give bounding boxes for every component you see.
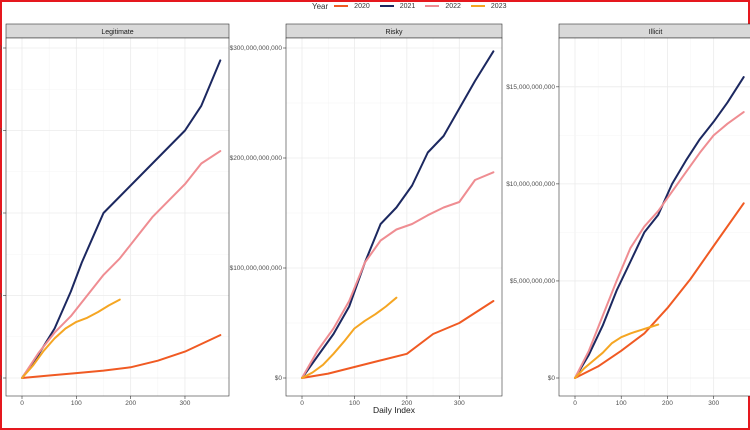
plot-area-illicit xyxy=(559,38,750,396)
y-tick-label: $100,000,000,000 xyxy=(0,293,2,300)
legend-item-2020: 2020 xyxy=(334,3,370,10)
y-tick-label: $10,000,000,000 xyxy=(506,181,555,188)
y-tick-label: $0 xyxy=(275,375,283,382)
y-tick-label: $0 xyxy=(548,375,556,382)
y-tick-label: $200,000,000,000 xyxy=(230,155,283,162)
y-tick-label: $300,000,000,000 xyxy=(230,45,283,52)
series-line-illicit-2020 xyxy=(574,202,745,379)
x-tick-label: 200 xyxy=(401,400,412,407)
strip-title-legitimate: Legitimate xyxy=(101,29,133,36)
panel-legitimate: Legitimate 0 100 200 300 $0 $100,000,000,000 $2… xyxy=(0,23,230,407)
series-line-risky-2022 xyxy=(301,171,495,379)
series-group-legitimate xyxy=(21,59,222,379)
series-line-legitimate-2020 xyxy=(21,334,222,379)
series-group-risky xyxy=(301,50,495,379)
panel-risky: Risky 0 100 200 300 $0 $100,000,000,000 $200,00… xyxy=(230,23,503,407)
x-tick-label: 100 xyxy=(349,400,360,407)
x-tick-label: 300 xyxy=(708,400,719,407)
x-tick-label: 100 xyxy=(616,400,627,407)
legend-item-2022: 2022 xyxy=(425,3,461,10)
series-line-legitimate-2023 xyxy=(21,298,121,379)
panel-border-illicit xyxy=(558,37,750,397)
panel-border-risky xyxy=(285,37,503,397)
legend-swatch-2022 xyxy=(425,4,440,8)
strip-title-illicit: Illicit xyxy=(649,29,663,36)
y-tick-label: $0 xyxy=(0,375,2,382)
legend-swatch-2020 xyxy=(334,4,349,8)
x-tick-label: 0 xyxy=(300,400,304,407)
series-line-legitimate-2021 xyxy=(21,59,222,379)
plot-area-legitimate xyxy=(6,38,229,396)
x-tick-label: 200 xyxy=(662,400,673,407)
y-tick-label: $400,000,000,000 xyxy=(0,45,2,52)
x-axis-label: Daily Index xyxy=(373,405,416,415)
gridlines-risky xyxy=(286,38,502,396)
series-line-risky-2020 xyxy=(301,300,495,379)
x-tick-label: 300 xyxy=(454,400,465,407)
x-tick-label: 0 xyxy=(20,400,24,407)
legend-label-2020: 2020 xyxy=(354,2,370,10)
gridlines-legitimate xyxy=(6,38,229,396)
x-tick-label: 300 xyxy=(180,400,191,407)
legend-item-2021: 2021 xyxy=(379,2,416,10)
panel-illicit: Illicit 0 100 200 300 $0 $5,000,000,000 $10,000… xyxy=(506,23,750,407)
y-tick-label: $300,000,000,000 xyxy=(0,128,2,135)
legend-item-2023: 2023 xyxy=(470,2,507,10)
strip-title-risky: Risky xyxy=(385,29,403,36)
y-tick-label: $100,000,000,000 xyxy=(230,265,283,272)
series-line-risky-2023 xyxy=(301,296,398,379)
legend-label-2021: 2021 xyxy=(399,2,416,10)
series-group-illicit xyxy=(574,76,745,379)
series-line-illicit-2021 xyxy=(574,76,745,379)
y-tick-label: $5,000,000,000 xyxy=(510,278,556,285)
series-line-legitimate-2022 xyxy=(21,150,222,379)
y-tick-label: $200,000,000,000 xyxy=(0,210,2,217)
x-tick-label: 0 xyxy=(573,400,577,407)
panel-border-legitimate xyxy=(5,37,230,397)
legend-title: Year xyxy=(312,1,329,11)
series-line-illicit-2023 xyxy=(574,323,660,379)
y-tick-label: $15,000,000,000 xyxy=(506,84,555,91)
legend-swatch-2021 xyxy=(379,4,394,8)
legend: Year 2020 2021 2022 2023 xyxy=(312,0,516,12)
series-line-illicit-2022 xyxy=(574,111,745,379)
legend-label-2023: 2023 xyxy=(490,2,507,10)
legend-swatch-2023 xyxy=(470,4,485,8)
x-tick-label: 100 xyxy=(71,400,82,407)
x-tick-label: 200 xyxy=(125,400,136,407)
legend-label-2022: 2022 xyxy=(445,2,461,10)
series-line-risky-2021 xyxy=(301,50,495,379)
